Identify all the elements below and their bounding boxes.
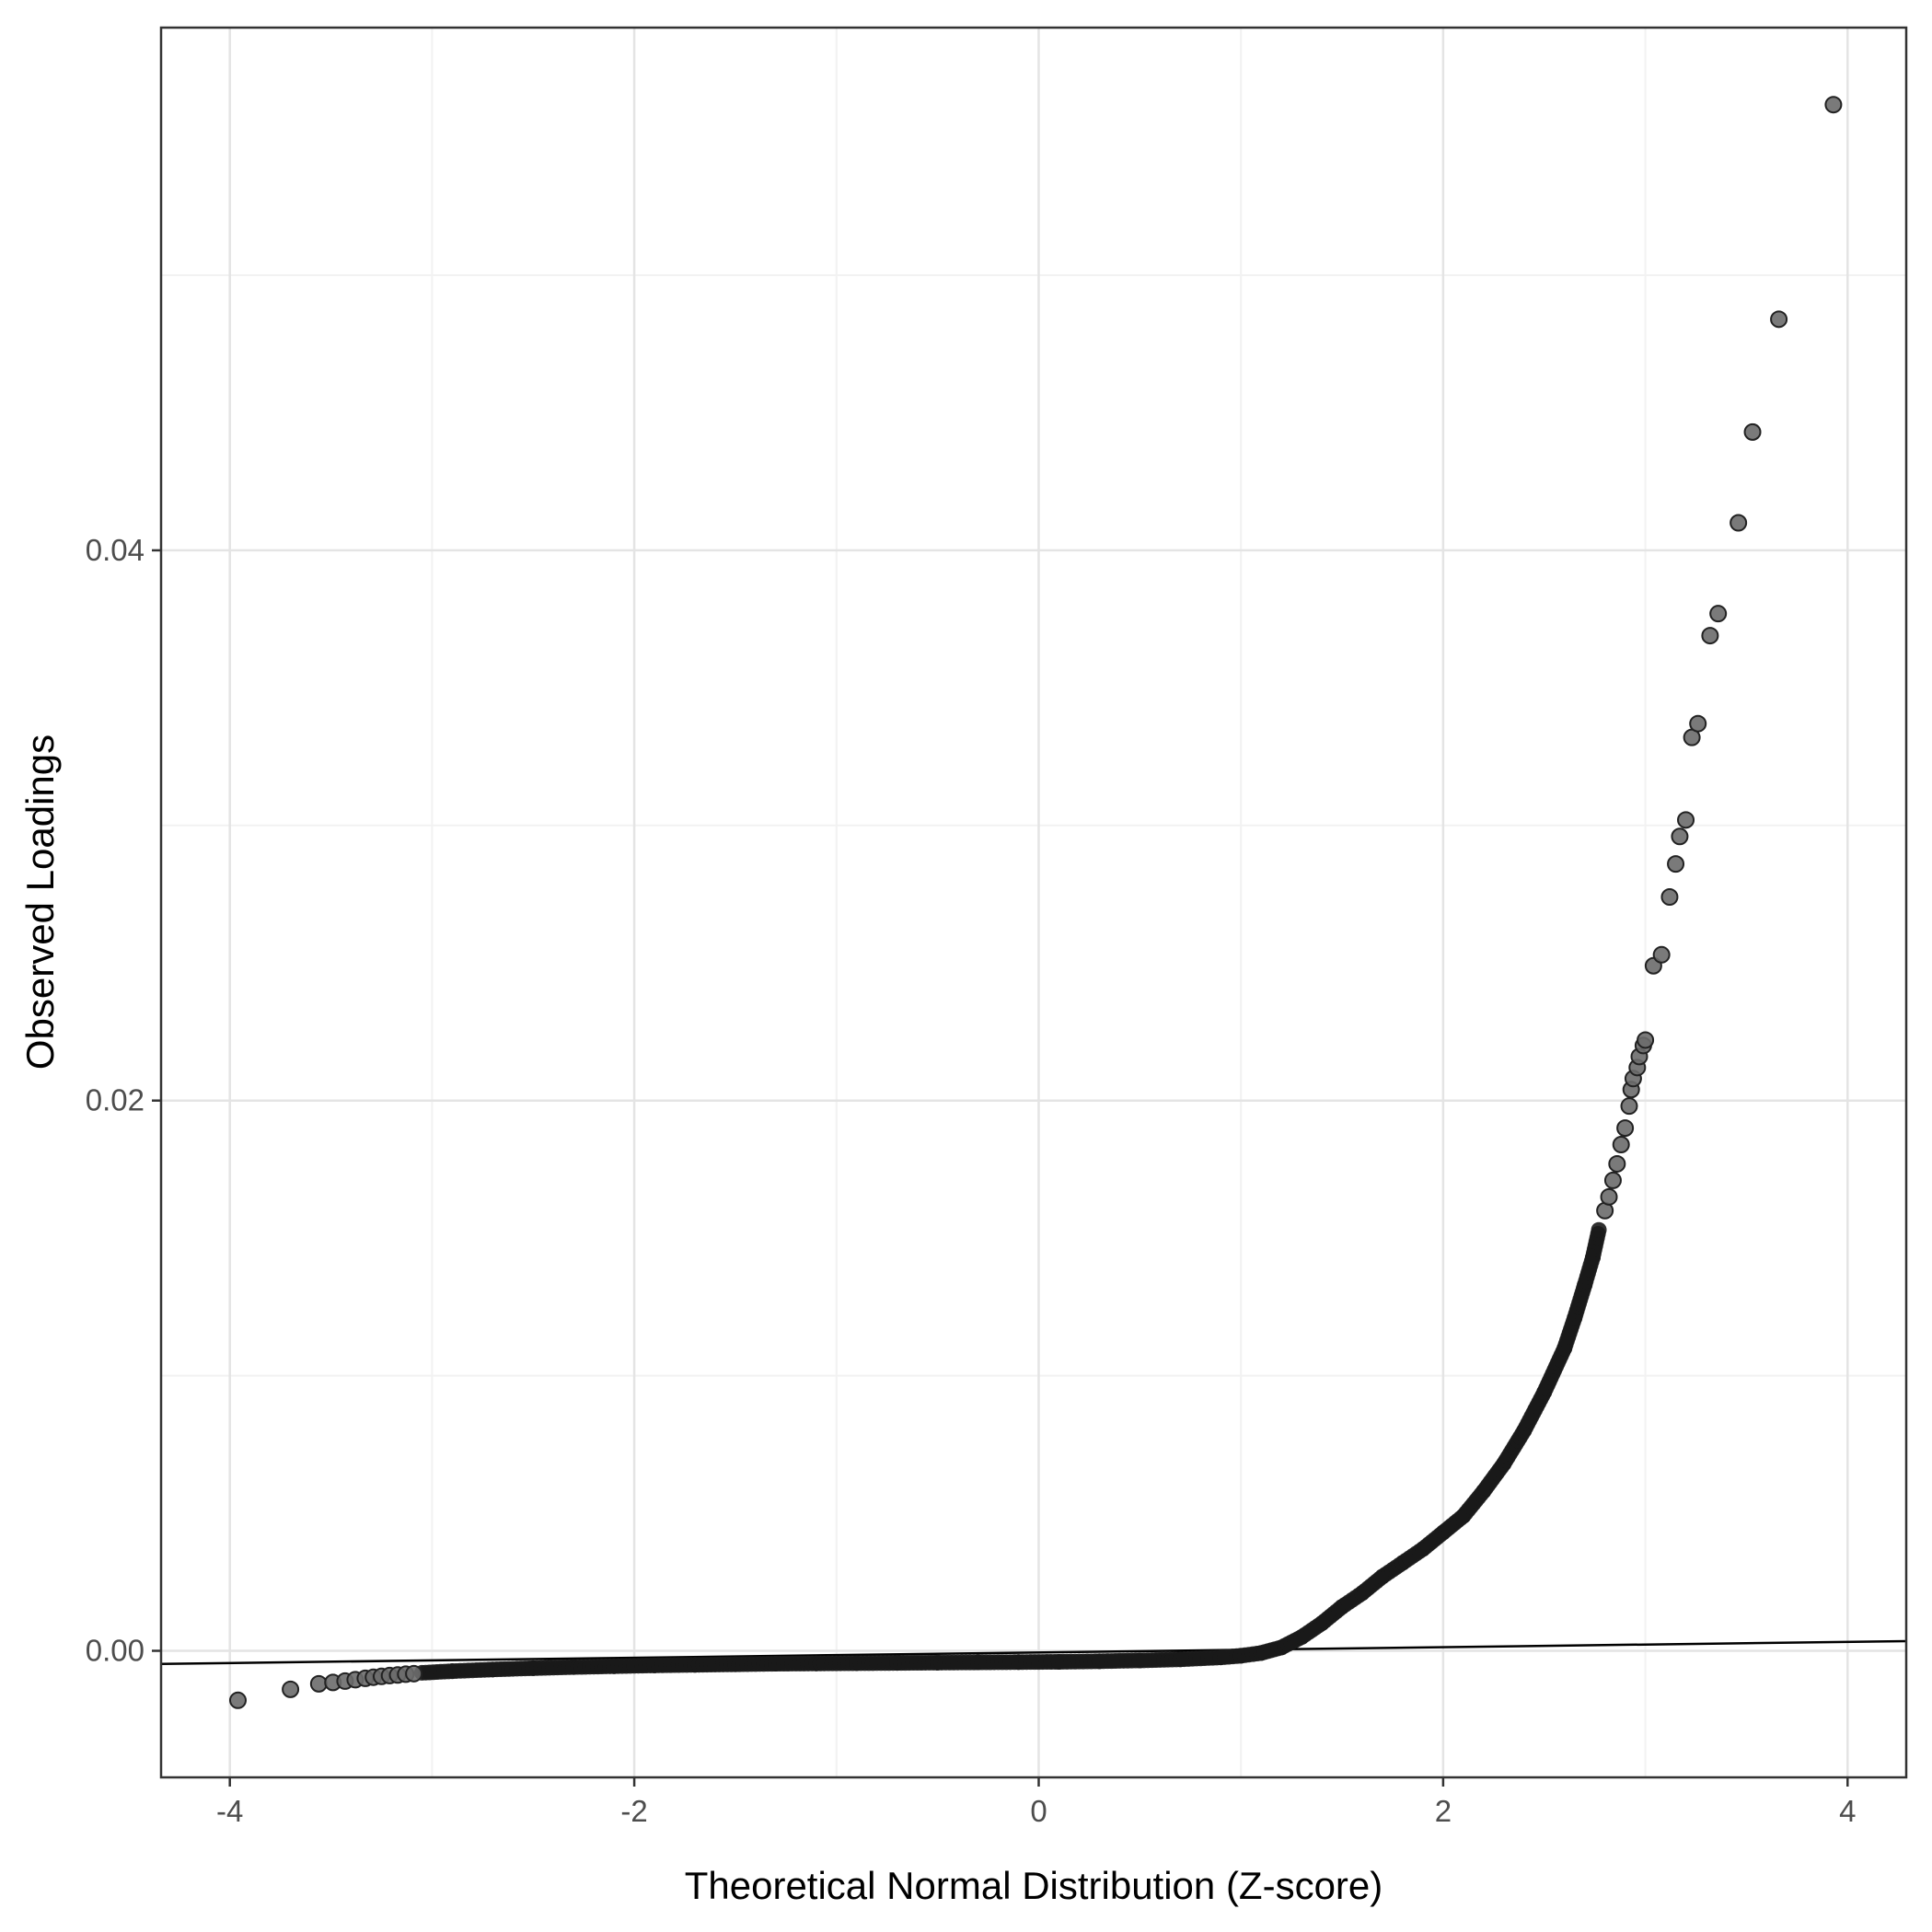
y-tick-label: 0.00 — [86, 1634, 145, 1668]
y-axis-title: Observed Loadings — [18, 734, 62, 1070]
x-tick-label: 0 — [1030, 1794, 1047, 1828]
dense-points — [413, 1221, 1607, 1681]
reference-line — [161, 1639, 1906, 1666]
data-point — [1652, 945, 1671, 964]
y-tick-label: 0.04 — [86, 533, 145, 567]
data-point — [309, 1674, 328, 1693]
panel-background — [161, 28, 1906, 1777]
data-point — [282, 1680, 300, 1698]
data-point — [1743, 422, 1762, 441]
data-point — [1667, 855, 1685, 873]
x-tick-label: -2 — [620, 1794, 647, 1828]
outlier-points — [228, 96, 1843, 1709]
data-point — [1637, 1031, 1655, 1049]
data-point — [1660, 888, 1679, 907]
data-point — [1677, 811, 1695, 829]
data-point — [1770, 310, 1788, 329]
data-point — [405, 1664, 423, 1683]
x-tick-label: 2 — [1435, 1794, 1452, 1828]
grid-minor — [161, 28, 1906, 1777]
panel-border — [159, 26, 1908, 1779]
data-point — [1620, 1097, 1638, 1116]
data-point — [1600, 1187, 1618, 1206]
y-tick-label: 0.02 — [86, 1083, 145, 1117]
x-tick-label: -4 — [216, 1794, 243, 1828]
data-point — [1671, 827, 1689, 846]
data-point — [1689, 714, 1707, 733]
data-point — [1824, 96, 1843, 114]
data-point — [1730, 514, 1748, 532]
x-tick-label: 4 — [1839, 1794, 1856, 1828]
data-point — [1701, 627, 1719, 645]
x-tick-labels: -4 -2 0 2 4 — [216, 1794, 1856, 1828]
grid-major — [161, 28, 1906, 1777]
data-point — [1616, 1119, 1635, 1138]
data-point — [1612, 1136, 1630, 1154]
x-axis-title: Theoretical Normal Distribution (Z-score… — [684, 1864, 1383, 1907]
axis-ticks — [152, 549, 1849, 1787]
y-tick-labels: 0.00 0.02 0.04 — [86, 533, 145, 1668]
data-point — [228, 1691, 247, 1709]
data-point — [1608, 1154, 1626, 1173]
data-point — [1603, 1171, 1622, 1189]
data-point — [1709, 605, 1728, 623]
